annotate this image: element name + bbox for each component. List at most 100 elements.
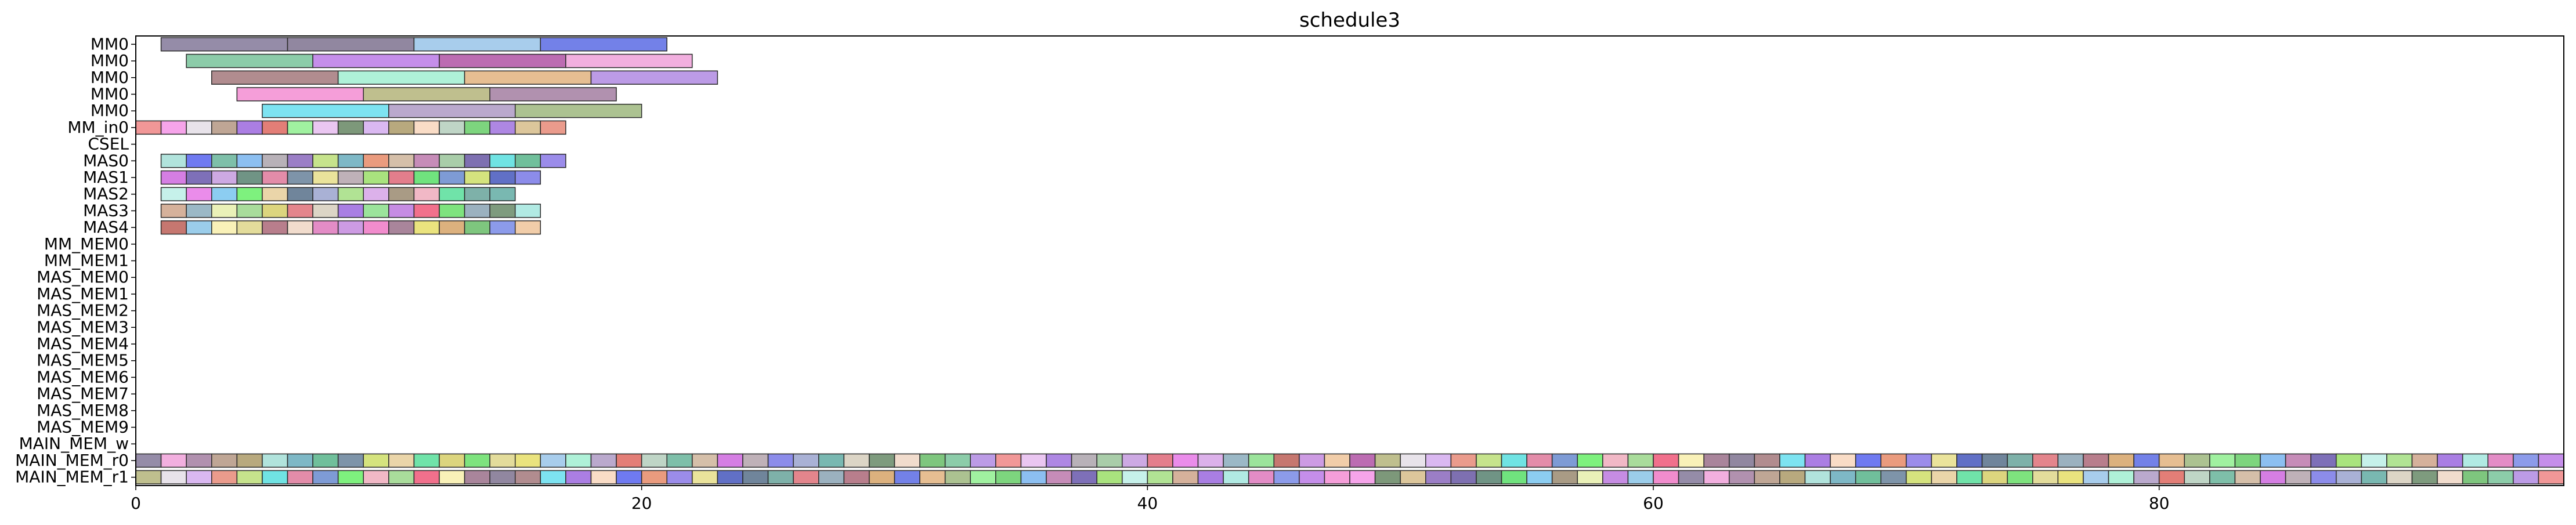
memory-task-bar xyxy=(1880,470,1907,484)
memory-task-bar xyxy=(843,470,870,484)
memory-task-bar xyxy=(211,470,238,484)
chart-title: schedule3 xyxy=(1299,9,1400,32)
task-bar xyxy=(236,204,263,218)
memory-task-bar xyxy=(1678,453,1704,468)
y-tick-label: MAS_MEM2 xyxy=(37,301,129,320)
memory-task-bar xyxy=(1577,470,1603,484)
task-bar xyxy=(540,37,667,52)
task-bar xyxy=(464,70,592,85)
memory-task-bar xyxy=(1703,470,1730,484)
memory-task-bar xyxy=(1501,453,1527,468)
memory-task-bar xyxy=(995,453,1022,468)
memory-task-bar xyxy=(2007,470,2033,484)
y-tick-label: MM0 xyxy=(91,68,129,87)
memory-task-bar xyxy=(2513,453,2539,468)
memory-task-bar xyxy=(2462,453,2488,468)
memory-task-bar xyxy=(1906,470,1932,484)
memory-task-bar xyxy=(565,453,592,468)
memory-task-bar xyxy=(2336,470,2362,484)
y-tick-label: MAS_MEM0 xyxy=(37,267,129,287)
task-bar xyxy=(515,204,541,218)
memory-task-bar xyxy=(1577,453,1603,468)
task-bar xyxy=(287,154,313,168)
task-bar xyxy=(464,187,490,201)
task-bar xyxy=(287,187,313,201)
memory-task-bar xyxy=(742,470,769,484)
memory-task-bar xyxy=(236,470,263,484)
memory-task-bar xyxy=(1855,470,1882,484)
memory-task-bar xyxy=(186,470,212,484)
memory-task-bar xyxy=(1299,470,1325,484)
memory-task-bar xyxy=(2032,453,2059,468)
y-tick-label: MAIN_MEM_r0 xyxy=(15,451,129,470)
memory-task-bar xyxy=(1223,453,1249,468)
memory-task-bar xyxy=(1653,453,1679,468)
memory-task-bar xyxy=(590,453,617,468)
memory-task-bar xyxy=(540,470,566,484)
memory-task-bar xyxy=(2437,470,2463,484)
memory-task-bar xyxy=(767,470,794,484)
task-bar xyxy=(439,187,465,201)
task-bar xyxy=(287,120,313,135)
task-bar xyxy=(312,187,339,201)
task-bar xyxy=(337,220,364,235)
task-bar xyxy=(439,53,566,68)
memory-task-bar xyxy=(1324,453,1350,468)
memory-task-bar xyxy=(2462,470,2488,484)
y-tick-label: MAS3 xyxy=(83,201,129,220)
memory-task-bar xyxy=(464,453,490,468)
y-tick-label: CSEL xyxy=(88,135,129,154)
task-bar xyxy=(337,204,364,218)
task-bar xyxy=(413,220,440,235)
memory-task-bar xyxy=(818,453,845,468)
y-tick-label: MM_MEM1 xyxy=(44,251,129,270)
y-tick-label: MM0 xyxy=(91,34,129,53)
memory-task-bar xyxy=(1729,453,1755,468)
memory-task-bar xyxy=(312,470,339,484)
task-bar xyxy=(160,220,187,235)
memory-task-bar xyxy=(1096,453,1123,468)
memory-task-bar xyxy=(1400,453,1426,468)
task-bar xyxy=(337,70,465,85)
memory-task-bar xyxy=(818,470,845,484)
task-bar xyxy=(413,37,541,52)
task-bar xyxy=(439,154,465,168)
memory-task-bar xyxy=(970,470,996,484)
memory-task-bar xyxy=(1400,470,1426,484)
memory-task-bar xyxy=(1501,470,1527,484)
task-bar xyxy=(439,170,465,185)
y-tick-label: MM0 xyxy=(91,101,129,120)
memory-task-bar xyxy=(2386,470,2413,484)
task-bar xyxy=(287,170,313,185)
y-tick-label: MAS_MEM6 xyxy=(37,367,129,386)
memory-task-bar xyxy=(1551,453,1578,468)
memory-task-bar xyxy=(287,470,313,484)
memory-task-bar xyxy=(869,470,895,484)
memory-task-bar xyxy=(312,453,339,468)
task-bar xyxy=(439,120,465,135)
memory-task-bar xyxy=(2361,453,2387,468)
memory-task-bar xyxy=(2310,470,2337,484)
memory-task-bar xyxy=(1880,453,1907,468)
task-bar xyxy=(464,154,490,168)
memory-task-bar xyxy=(2487,453,2514,468)
task-bar xyxy=(515,170,541,185)
memory-task-bar xyxy=(1096,470,1123,484)
memory-task-bar xyxy=(793,470,819,484)
memory-task-bar xyxy=(1981,470,2008,484)
task-bar xyxy=(236,187,263,201)
memory-task-bar xyxy=(1602,470,1629,484)
y-tick-label: MAS_MEM9 xyxy=(37,418,129,437)
task-bar xyxy=(515,103,642,118)
memory-task-bar xyxy=(1046,470,1072,484)
task-bar xyxy=(236,154,263,168)
memory-task-bar xyxy=(1147,470,1173,484)
memory-task-bar xyxy=(1981,453,2008,468)
memory-task-bar xyxy=(742,453,769,468)
memory-task-bar xyxy=(641,470,667,484)
task-bar xyxy=(489,204,516,218)
memory-task-bar xyxy=(363,453,389,468)
y-tick-label: MM0 xyxy=(91,84,129,103)
task-bar xyxy=(160,154,187,168)
task-bar xyxy=(363,170,389,185)
